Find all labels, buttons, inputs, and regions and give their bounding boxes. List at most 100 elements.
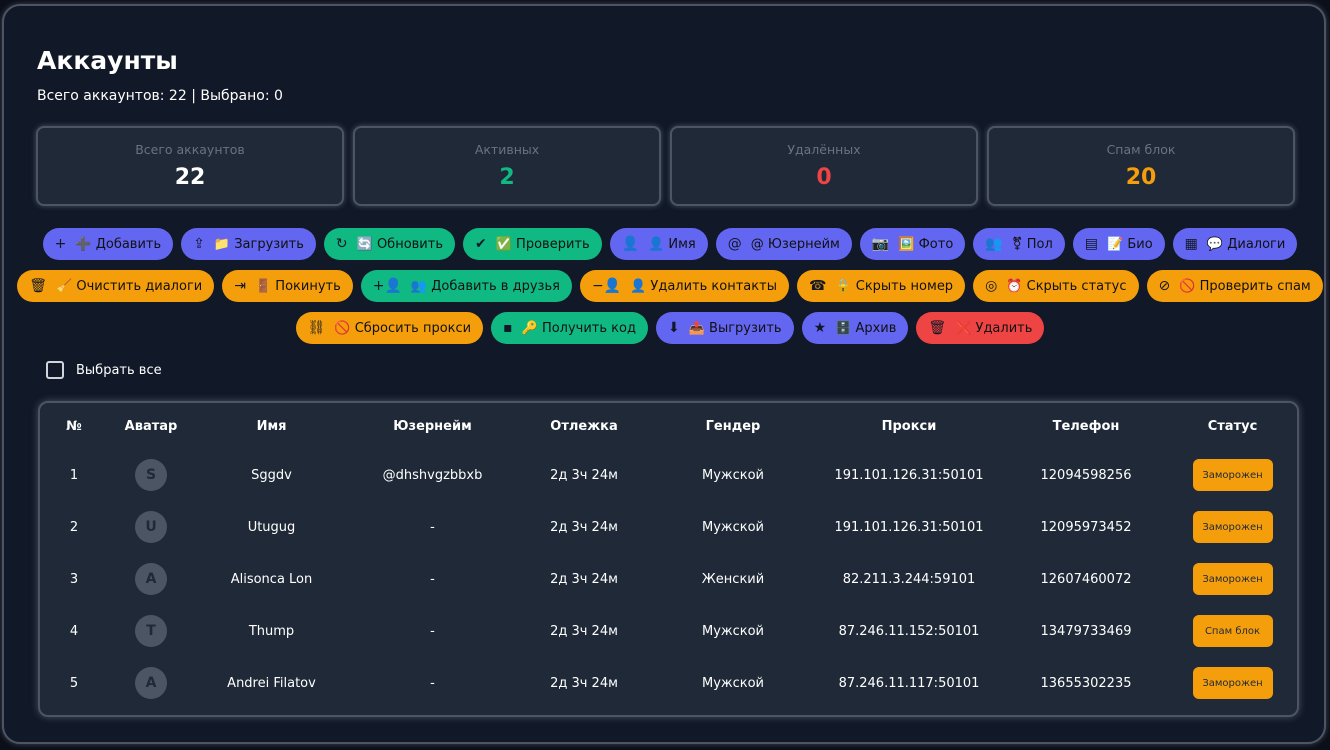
stat-spam: Спам блок 20 bbox=[987, 126, 1295, 206]
row-number-cell: 5 bbox=[40, 657, 108, 709]
gender: Мужской bbox=[701, 467, 765, 483]
stats-cards: Всего аккаунтов 22 Активных 2 Удалённых 0 С… bbox=[36, 126, 1295, 206]
name-cell: Sggdv bbox=[194, 449, 349, 501]
column-header[interactable]: Юзернейм bbox=[393, 418, 472, 434]
toolbar-row: 🗑 🧹 Очистить диалоги ⇥ 🚪 Покинуть +👤 👥 Добави… bbox=[4, 270, 1330, 302]
stat-value: 20 bbox=[1125, 165, 1157, 190]
people-button[interactable]: 👥 ⚧ Пол bbox=[973, 228, 1065, 260]
folder-star-icon: ★ bbox=[813, 320, 827, 336]
column-header[interactable]: № bbox=[66, 418, 82, 434]
proxy-cell: 82.211.3.244:59101 bbox=[814, 553, 1004, 605]
status-badge: Заморожен bbox=[1192, 563, 1273, 595]
document-button[interactable]: ▤ 📝 Био bbox=[1072, 228, 1165, 260]
chat-icon: ▦ bbox=[1184, 236, 1198, 252]
clear-icon: 🗑 bbox=[29, 278, 48, 294]
column-header[interactable]: Отлежка bbox=[550, 418, 618, 434]
table-row[interactable]: 1 S Sggdv @dhshvgzbbxb 2д 3ч 24м Мужской 191.1… bbox=[40, 449, 1297, 501]
eye-off-button[interactable]: ◎ ⏰ Скрыть статус bbox=[973, 270, 1139, 302]
column-header[interactable]: Гендер bbox=[705, 418, 761, 434]
link-off-icon: ⛓ bbox=[307, 320, 326, 336]
person-icon: 👤 bbox=[621, 236, 640, 252]
action-toolbar: + ➕ Добавить ⇪ 📁 Загрузить ↻ 🔄 Обновить ✔ ✅ Про… bbox=[4, 228, 1330, 354]
name: Sggdv bbox=[251, 467, 292, 483]
select-all-label: Выбрать все bbox=[76, 362, 162, 378]
clear-button[interactable]: 🗑 🧹 Очистить диалоги bbox=[17, 270, 215, 302]
table-row[interactable]: 3 A Alisonca Lon - 2д 3ч 24м Женский 82.211.3.… bbox=[40, 553, 1297, 605]
upload-file-icon: ⇪ bbox=[193, 236, 205, 252]
camera-icon: 📷 bbox=[871, 236, 890, 252]
people-icon: 👥 bbox=[985, 236, 1003, 252]
column-header[interactable]: Аватар bbox=[124, 418, 178, 434]
proxy: 87.246.11.152:50101 bbox=[838, 623, 980, 639]
username-cell: - bbox=[349, 605, 516, 657]
status-badge: Спам блок bbox=[1192, 615, 1273, 647]
phone-cell: 12607460072 bbox=[1004, 553, 1168, 605]
age-cell: 2д 3ч 24м bbox=[516, 605, 652, 657]
gender-cell: Мужской bbox=[652, 605, 814, 657]
name: Alisonca Lon bbox=[230, 571, 313, 587]
phone: 12607460072 bbox=[1040, 571, 1132, 587]
phone: 12095973452 bbox=[1040, 519, 1132, 535]
table-row[interactable]: 5 A Andrei Filatov - 2д 3ч 24м Мужской 87.246.… bbox=[40, 657, 1297, 709]
table-row[interactable]: 2 U Utugug - 2д 3ч 24м Мужской 191.101.126.31:… bbox=[40, 501, 1297, 553]
sms-icon: ▪ bbox=[503, 320, 513, 336]
block-button[interactable]: ⊘ 🚫 Проверить спам bbox=[1146, 270, 1323, 302]
username-cell: - bbox=[349, 553, 516, 605]
status-badge: Заморожен bbox=[1192, 459, 1273, 491]
check-button[interactable]: ✔ ✅ Проверить bbox=[463, 228, 602, 260]
phone-lock-button[interactable]: ☎ 🔒 Скрыть номер bbox=[796, 270, 966, 302]
phone: 13655302235 bbox=[1040, 675, 1132, 691]
button-label: ⏰ Скрыть статус bbox=[1006, 278, 1127, 294]
toolbar-row: + ➕ Добавить ⇪ 📁 Загрузить ↻ 🔄 Обновить ✔ ✅ Про… bbox=[4, 228, 1330, 260]
button-label: 👤 Имя bbox=[648, 236, 696, 252]
age: 2д 3ч 24м bbox=[550, 519, 618, 535]
button-label: ❌ Удалить bbox=[955, 320, 1033, 336]
link-off-button[interactable]: ⛓ 🚫 Сбросить прокси bbox=[295, 312, 484, 344]
proxy-cell: 87.246.11.117:50101 bbox=[814, 657, 1004, 709]
age: 2д 3ч 24м bbox=[550, 623, 618, 639]
phone-lock-icon: ☎ bbox=[808, 278, 827, 294]
person-button[interactable]: 👤 👤 Имя bbox=[609, 228, 708, 260]
gender: Мужской bbox=[701, 623, 765, 639]
row-number: 1 bbox=[69, 467, 79, 483]
add-friend-button[interactable]: +👤 👥 Добавить в друзья bbox=[360, 270, 572, 302]
stat-value: 0 bbox=[816, 165, 832, 190]
folder-star-button[interactable]: ★ 🗄️ Архив bbox=[801, 312, 909, 344]
add-button[interactable]: + ➕ Добавить bbox=[42, 228, 174, 260]
column-header[interactable]: Статус bbox=[1207, 418, 1258, 434]
column-header[interactable]: Телефон bbox=[1052, 418, 1120, 434]
username-cell: - bbox=[349, 501, 516, 553]
username: - bbox=[430, 571, 435, 587]
age: 2д 3ч 24м bbox=[550, 675, 618, 691]
status-cell: Заморожен bbox=[1168, 449, 1297, 501]
stat-label: Спам блок bbox=[1106, 142, 1176, 157]
remove-contact-button[interactable]: −👤 👤 Удалить контакты bbox=[579, 270, 789, 302]
chat-button[interactable]: ▦ 💬 Диалоги bbox=[1172, 228, 1298, 260]
status-cell: Заморожен bbox=[1168, 657, 1297, 709]
sms-button[interactable]: ▪ 🔑 Получить код bbox=[491, 312, 648, 344]
block-icon: ⊘ bbox=[1158, 278, 1171, 294]
select-all-checkbox[interactable] bbox=[46, 361, 64, 379]
button-label: 📁 Загрузить bbox=[213, 236, 304, 252]
archive-box-button[interactable]: ⬇ 📤 Выгрузить bbox=[655, 312, 794, 344]
column-header[interactable]: Прокси bbox=[881, 418, 937, 434]
avatar-cell: A bbox=[108, 553, 194, 605]
column-header[interactable]: Имя bbox=[256, 418, 287, 434]
toolbar-row: ⛓ 🚫 Сбросить прокси ▪ 🔑 Получить код ⬇ 📤 Выгр… bbox=[4, 312, 1330, 344]
stat-deleted: Удалённых 0 bbox=[670, 126, 978, 206]
leave-button[interactable]: ⇥ 🚪 Покинуть bbox=[222, 270, 353, 302]
status-cell: Спам блок bbox=[1168, 605, 1297, 657]
camera-button[interactable]: 📷 🖼️ Фото bbox=[859, 228, 966, 260]
proxy: 191.101.126.31:50101 bbox=[834, 467, 984, 483]
table-row[interactable]: 4 T Thump - 2д 3ч 24м Мужской 87.246.11.152:50… bbox=[40, 605, 1297, 657]
button-label: ➕ Добавить bbox=[75, 236, 162, 252]
select-all[interactable]: Выбрать все bbox=[46, 361, 162, 379]
refresh-button[interactable]: ↻ 🔄 Обновить bbox=[323, 228, 455, 260]
at-button[interactable]: @ @ Юзернейм bbox=[715, 228, 852, 260]
avatar-cell: T bbox=[108, 605, 194, 657]
gender-cell: Женский bbox=[652, 553, 814, 605]
username: - bbox=[430, 519, 435, 535]
proxy-cell: 191.101.126.31:50101 bbox=[814, 449, 1004, 501]
upload-file-button[interactable]: ⇪ 📁 Загрузить bbox=[181, 228, 316, 260]
trash-button[interactable]: 🗑 ❌ Удалить bbox=[916, 312, 1045, 344]
